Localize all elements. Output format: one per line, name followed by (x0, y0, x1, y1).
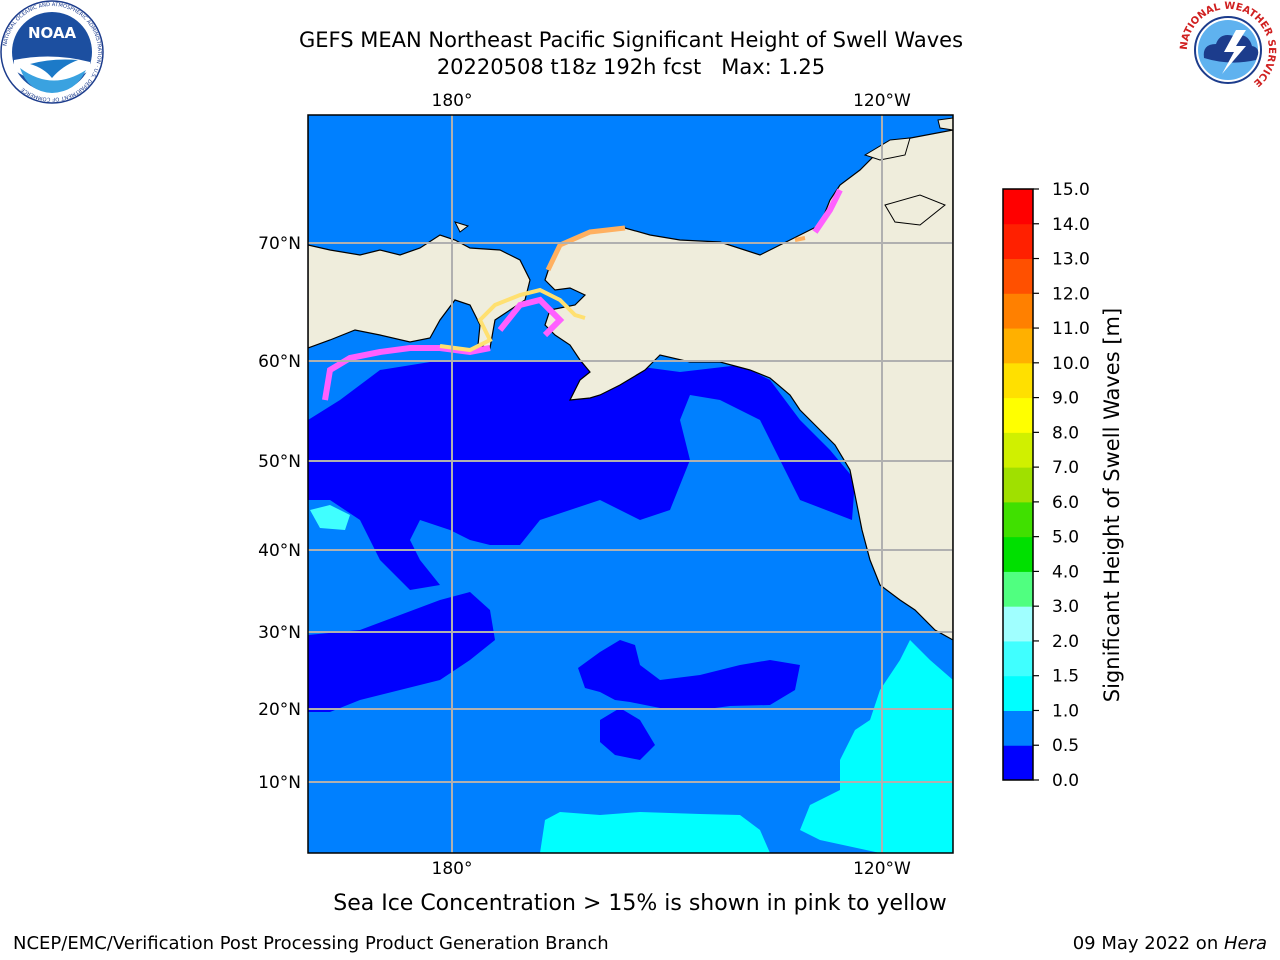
lat-label-20n: 20°N (258, 700, 301, 720)
low-swell-central-region (578, 640, 800, 710)
colorbar-tick-label: 8.0 (1052, 423, 1079, 443)
colorbar-tick-label: 1.0 (1052, 701, 1079, 721)
colorbar-segments (1003, 189, 1033, 781)
colorbar-tick-label: 9.0 (1052, 389, 1079, 409)
higher-swell-south (540, 812, 770, 853)
colorbar-tick-label: 6.0 (1052, 493, 1079, 513)
colorbar-tick-label: 0.5 (1052, 736, 1079, 756)
colorbar-segment (1003, 328, 1033, 364)
lat-label-60n: 60°N (258, 352, 301, 372)
colorbar-segment (1003, 710, 1033, 746)
colorbar-segment (1003, 467, 1033, 503)
land-arctic-island (937, 117, 953, 131)
higher-swell-west-patch (310, 505, 350, 530)
sea-ice-caption: Sea Ice Concentration > 15% is shown in … (333, 891, 947, 916)
colorbar-tick-label: 11.0 (1052, 319, 1090, 339)
colorbar-tick-label: 5.0 (1052, 528, 1079, 548)
lon-label-top-180: 180° (432, 91, 473, 111)
footer-host: Hera (1223, 933, 1267, 954)
sea-ice-bering-pink (497, 296, 565, 338)
colorbar-tick-label: 2.0 (1052, 632, 1079, 652)
colorbar-tick-label: 7.0 (1052, 458, 1079, 478)
colorbar-tick-label: 3.0 (1052, 597, 1079, 617)
colorbar-segment (1003, 362, 1033, 399)
colorbar-tick-label: 10.0 (1052, 354, 1090, 374)
sea-ice-bering-yellow (439, 287, 586, 353)
colorbar-segment (1003, 571, 1033, 607)
lat-label-50n: 50°N (258, 452, 301, 472)
sea-ice-beaufort-orange (794, 236, 806, 242)
footer-date-text: 09 May 2022 on (1072, 933, 1224, 954)
colorbar-label-wrap: Significant Height of Swell Waves [m] (1100, 308, 1145, 702)
chart-subtitle: 20220508 t18z 192h fcst Max: 1.25 (436, 55, 826, 79)
low-swell-central-lobe (600, 708, 655, 760)
colorbar-segment (1003, 258, 1033, 294)
sea-ice-chukchi (545, 225, 626, 272)
colorbar-tick-label: 1.5 (1052, 667, 1079, 687)
lat-label-40n: 40°N (258, 541, 301, 561)
lat-label-10n: 10°N (258, 773, 301, 793)
land-arctic-island (884, 194, 946, 226)
colorbar-tick-label: 14.0 (1052, 215, 1090, 235)
colorbar-frame (1002, 188, 1034, 781)
higher-swell-southeast (800, 640, 953, 853)
land-arctic-island (863, 137, 911, 161)
colorbar-segment (1003, 606, 1033, 642)
graticule (308, 115, 953, 853)
lon-label-bottom-180: 180° (432, 859, 473, 879)
footer-credit: NCEP/EMC/Verification Post Processing Pr… (13, 933, 609, 954)
lat-label-30n: 30°N (258, 623, 301, 643)
lon-label-top-120w: 120°W (853, 91, 911, 111)
land-siberia (308, 115, 531, 349)
chart-title: GEFS MEAN Northeast Pacific Significant … (298, 28, 964, 52)
low-swell-west-region (308, 592, 495, 712)
colorbar-segment (1003, 745, 1033, 781)
colorbar-tick-label: 12.0 (1052, 284, 1090, 304)
colorbar-segment (1003, 189, 1033, 225)
colorbar-tick-label: 4.0 (1052, 562, 1079, 582)
lon-label-bottom-120w: 120°W (853, 859, 911, 879)
lat-label-70n: 70°N (258, 234, 301, 254)
land-island (454, 221, 470, 233)
colorbar-segment (1003, 675, 1033, 711)
colorbar-segment (1003, 293, 1033, 329)
sea-ice-beaufort (812, 188, 843, 234)
colorbar-tick-label: 15.0 (1052, 180, 1090, 200)
colorbar-segment (1003, 397, 1033, 433)
noaa-logo-text: NOAA (28, 24, 77, 42)
colorbar-ticks: 0.0 0.5 1.0 1.5 2.0 3.0 4.0 5.0 6.0 7.0 8.0 9.0 10.0… (1033, 180, 1090, 791)
footer-date: 09 May 2022 on Hera (1073, 933, 1267, 954)
colorbar-segment (1003, 432, 1033, 468)
nws-logo-icon: NATIONAL WEATHER SERVICE (1179, 1, 1277, 98)
colorbar-segment (1003, 640, 1033, 677)
colorbar-segment (1003, 501, 1033, 538)
colorbar-tick-label: 0.0 (1052, 771, 1079, 791)
noaa-logo-icon: NOAA NATIONAL OCEANIC AND ATMOSPHERIC AD… (0, 0, 104, 104)
colorbar-segment (1003, 223, 1033, 260)
map-frame (307, 114, 954, 854)
colorbar-tick-label: 13.0 (1052, 250, 1090, 270)
colorbar-segment (1003, 536, 1033, 572)
colorbar-label: Significant Height of Swell Waves [m] (1100, 307, 1124, 703)
low-swell-north-region (308, 360, 855, 590)
